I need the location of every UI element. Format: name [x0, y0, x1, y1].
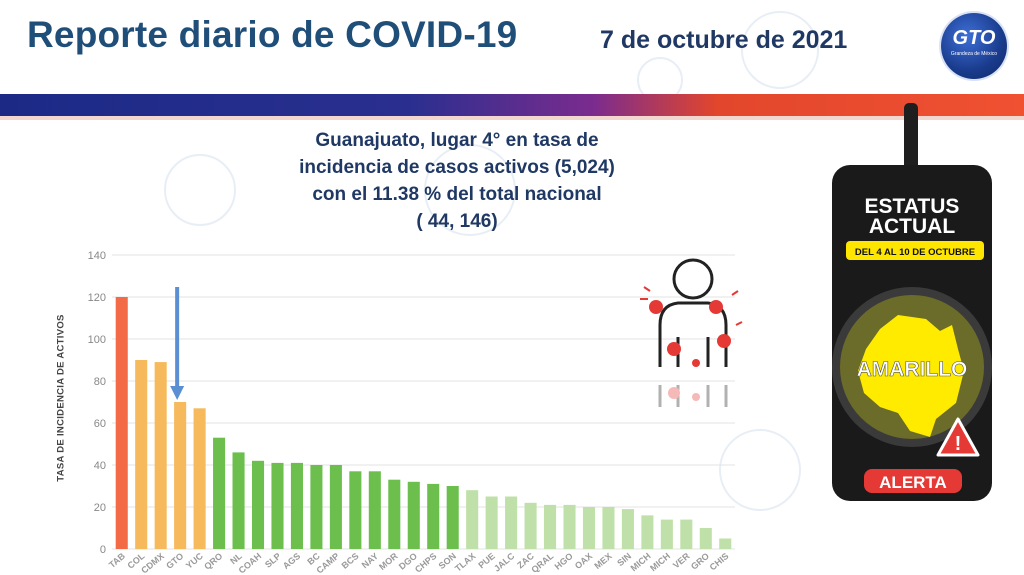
x-tick-label: YUC [184, 551, 205, 571]
bar [602, 507, 615, 549]
status-title-1: ESTATUS [865, 195, 960, 218]
bar [641, 515, 654, 549]
x-tick-label: QRO [202, 551, 224, 572]
x-tick-label: JALC [492, 551, 517, 574]
y-tick-label: 40 [94, 460, 106, 472]
bar [466, 490, 479, 549]
x-tick-label: MICH [648, 551, 672, 573]
y-tick-label: 20 [94, 502, 106, 514]
headline-line-3: con el 11.38 % del total nacional [312, 184, 602, 205]
x-tick-label: QRAL [529, 551, 555, 575]
bar [485, 496, 498, 549]
x-tick-label: GTO [164, 551, 185, 571]
headline-text: Guanajuato, lugar 4° en tasa de incidenc… [262, 127, 652, 237]
headline-line-1: Guanajuato, lugar 4° en tasa de [315, 130, 599, 151]
bar [193, 408, 206, 549]
bar [290, 462, 303, 549]
x-tick-label: AGS [281, 551, 302, 571]
bar [582, 507, 596, 549]
report-date: 7 de octubre de 2021 [600, 26, 848, 54]
y-tick-label: 140 [88, 250, 106, 262]
headline-line-2: incidencia de casos activos (5,024) [299, 157, 615, 178]
bar [368, 471, 381, 549]
alert-pill [864, 469, 962, 493]
bar [174, 402, 187, 549]
bar [271, 462, 284, 549]
bar [154, 362, 167, 549]
bar [505, 496, 518, 549]
status-semaforo: ESTATUS ACTUAL DEL 4 AL 10 DE OCTUBRE AM… [832, 103, 992, 501]
page-title: Reporte diario de COVID-19 [27, 14, 518, 55]
status-level: AMARILLO [857, 358, 968, 381]
header-color-band [0, 94, 1024, 116]
bar [329, 465, 342, 549]
status-alert: ALERTA [879, 473, 947, 492]
x-tick-label: SLP [263, 551, 283, 570]
x-tick-label: GRO [689, 551, 711, 572]
x-tick-label: NAY [360, 551, 380, 570]
person-symptoms-icon [640, 258, 743, 407]
bar [544, 504, 557, 549]
bar [699, 528, 712, 549]
status-period: DEL 4 AL 10 DE OCTUBRE [855, 247, 975, 258]
bar [388, 479, 401, 549]
y-tick-label: 0 [100, 544, 106, 556]
x-tick-label: COAH [237, 551, 264, 575]
bar [251, 460, 265, 549]
bar [135, 360, 148, 549]
bar [680, 519, 693, 549]
bar [719, 538, 732, 549]
period-pill [846, 241, 984, 260]
x-tick-label: TAB [107, 551, 127, 570]
x-tick-label: TLAX [453, 551, 477, 574]
warning-icon [936, 417, 980, 457]
bar [349, 471, 362, 549]
x-tick-label: CAMP [314, 551, 341, 575]
highlight-arrow-head [170, 386, 185, 400]
gto-logo: GTO Grandeza de México [941, 13, 1007, 79]
bar [310, 465, 323, 549]
bar [563, 504, 576, 549]
bar [232, 452, 245, 549]
bar [407, 481, 420, 549]
x-tick-label: CDMX [139, 551, 166, 575]
y-tick-label: 100 [88, 334, 106, 346]
x-tick-label: MOR [377, 551, 400, 572]
guanajuato-map [858, 315, 964, 437]
bar [427, 483, 440, 549]
y-tick-label: 120 [88, 292, 106, 304]
headline-line-4: ( 44, 146) [416, 211, 498, 232]
x-tick-label: BCS [340, 551, 361, 571]
x-tick-label: MEX [592, 551, 613, 571]
semaforo-antenna [904, 103, 918, 173]
bar [213, 437, 226, 549]
x-tick-label: VER [671, 551, 692, 571]
bar [660, 519, 673, 549]
bar [446, 486, 459, 549]
header-stripe [0, 116, 1024, 120]
logo-subtext: Grandeza de México [950, 51, 998, 57]
warning-mark: ! [955, 433, 962, 455]
x-tick-label: OAX [573, 551, 594, 571]
bar [621, 509, 634, 549]
x-tick-label: CHPS [413, 551, 439, 575]
x-tick-label: MICH [629, 551, 653, 573]
status-title-2: ACTUAL [869, 215, 955, 238]
x-tick-label: CHIS [708, 551, 731, 572]
bar [115, 297, 128, 549]
y-tick-label: 60 [94, 418, 106, 430]
y-tick-label: 80 [94, 376, 106, 388]
x-tick-label: HGO [553, 551, 575, 572]
logo-text: GTO [952, 27, 996, 49]
bar [524, 502, 537, 549]
